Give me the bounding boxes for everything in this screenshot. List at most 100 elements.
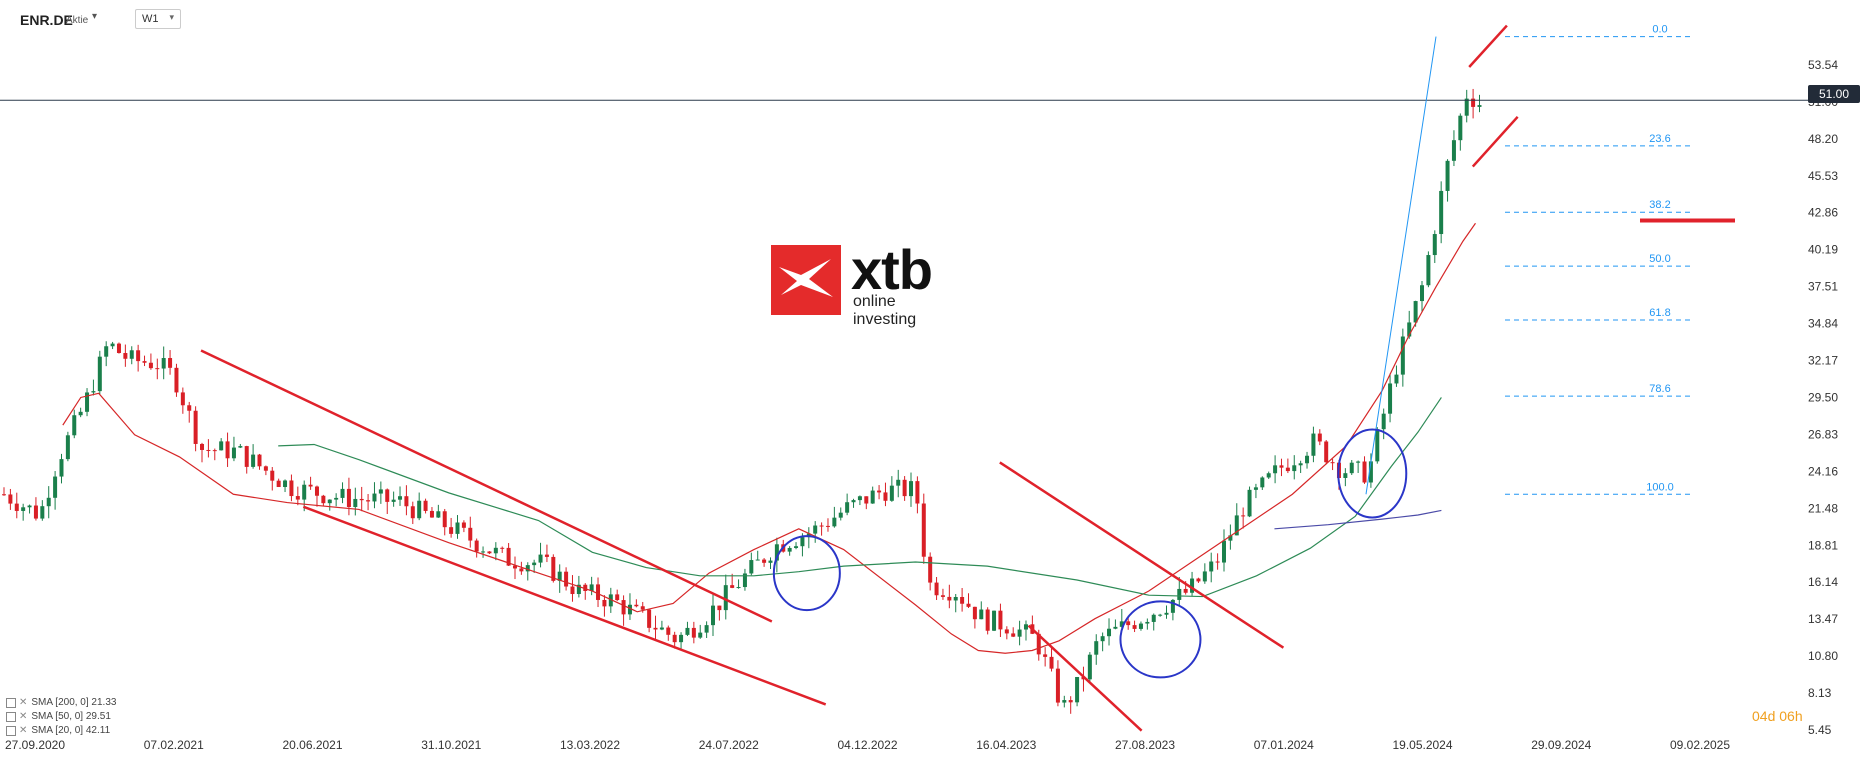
candle-body xyxy=(634,604,639,607)
trend-channel-line xyxy=(1471,115,1519,168)
candle-body xyxy=(825,525,830,527)
candle-body xyxy=(442,511,447,528)
y-tick-label: 42.86 xyxy=(1808,206,1838,220)
candle-body xyxy=(1451,140,1456,161)
chart-toolbar: ENR.DE Aktie ▾ W1 ▾ xyxy=(0,0,400,36)
candle-body xyxy=(1407,322,1412,337)
candle-body xyxy=(1113,626,1118,629)
y-tick-label: 34.84 xyxy=(1808,317,1838,331)
candle-body xyxy=(231,447,236,459)
y-tick-label: 32.17 xyxy=(1808,354,1838,368)
candle-body xyxy=(314,486,319,496)
candle-body xyxy=(813,525,818,534)
candle-body xyxy=(736,587,741,589)
candle-body xyxy=(193,410,198,444)
candle-body xyxy=(1004,629,1009,634)
candle-body xyxy=(404,496,409,507)
candle-body xyxy=(1388,383,1393,414)
candle-body xyxy=(110,343,115,347)
x-tick-label: 13.03.2022 xyxy=(560,738,620,752)
candle-body xyxy=(896,479,901,486)
candle-body xyxy=(33,505,38,519)
candle-body xyxy=(998,610,1003,630)
symbol-name[interactable]: ENR.DE xyxy=(20,12,73,28)
candle-body xyxy=(647,609,652,628)
candle-body xyxy=(1445,160,1450,191)
candle-body xyxy=(366,500,371,502)
candle-body xyxy=(1292,465,1297,472)
xtb-logo: xtb online investing xyxy=(771,238,961,328)
fib-level-label: 50.0 xyxy=(1649,253,1670,265)
candle-body xyxy=(608,594,613,607)
candle-body xyxy=(487,551,492,554)
legend-row-sma200[interactable]: ✕ SMA [200, 0] 21.33 xyxy=(6,696,116,710)
candle-body xyxy=(1471,98,1476,107)
candle-body xyxy=(877,490,882,493)
candle-body xyxy=(730,585,735,588)
candle-body xyxy=(40,506,45,519)
candle-body xyxy=(1011,633,1016,637)
close-icon[interactable]: ✕ xyxy=(19,725,28,736)
candle-body xyxy=(1228,535,1233,541)
candle-body xyxy=(723,585,728,611)
candle-body xyxy=(1126,621,1131,626)
y-tick-label: 16.14 xyxy=(1808,575,1838,589)
candle-body xyxy=(1036,633,1041,655)
candle-body xyxy=(500,547,505,549)
x-tick-label: 04.12.2022 xyxy=(837,738,897,752)
candle-body xyxy=(902,479,907,497)
chevron-down-icon[interactable]: ▾ xyxy=(92,11,98,22)
candle-body xyxy=(583,584,588,592)
logo-tagline: online investing xyxy=(853,293,917,328)
close-icon[interactable]: ✕ xyxy=(19,711,28,722)
fib-level-label: 78.6 xyxy=(1649,383,1670,395)
legend-label: SMA [20, 0] 42.11 xyxy=(31,725,111,736)
candle-body xyxy=(921,503,926,557)
candle-body xyxy=(410,506,415,519)
indicator-icon xyxy=(6,712,16,722)
candle-body xyxy=(640,606,645,610)
fib-level-label: 0.0 xyxy=(1652,24,1667,36)
candle-body xyxy=(180,392,185,406)
candle-body xyxy=(627,604,632,615)
candle-body xyxy=(749,560,754,574)
candle-body xyxy=(972,606,977,620)
interval-select[interactable]: W1 ▾ xyxy=(135,9,181,29)
candle-body xyxy=(845,502,850,513)
x-tick-label: 31.10.2021 xyxy=(421,738,481,752)
close-icon[interactable]: ✕ xyxy=(19,697,28,708)
candle-body xyxy=(398,496,403,500)
x-tick-label: 09.02.2025 xyxy=(1670,738,1730,752)
candle-body xyxy=(564,571,569,587)
candle-body xyxy=(1158,614,1163,616)
legend-row-sma50[interactable]: ✕ SMA [50, 0] 29.51 xyxy=(6,710,116,724)
candle-body xyxy=(251,454,256,467)
candle-body xyxy=(1196,578,1201,582)
axis-layer: 53.5451.0048.2045.5342.8640.1937.5134.84… xyxy=(5,58,1838,752)
candle-body xyxy=(65,435,70,460)
candle-body xyxy=(909,481,914,497)
candle-body xyxy=(1170,599,1175,613)
candle-body xyxy=(653,627,658,630)
y-tick-label: 53.54 xyxy=(1808,58,1838,72)
candle-body xyxy=(155,368,160,370)
candle-body xyxy=(832,517,837,527)
candle-body xyxy=(123,353,128,359)
trend-channel-line xyxy=(200,349,773,623)
indicator-icon xyxy=(6,726,16,736)
candle-body xyxy=(979,609,984,620)
candle-body xyxy=(1420,285,1425,302)
candle-body xyxy=(940,595,945,597)
candle-body xyxy=(1305,455,1310,464)
candle-body xyxy=(257,454,262,467)
candle-body xyxy=(672,634,677,643)
candle-body xyxy=(27,505,32,508)
candle-body xyxy=(1362,461,1367,483)
candle-body xyxy=(1343,473,1348,478)
candle-body xyxy=(263,466,268,471)
last-price-tag: 51.00 xyxy=(1808,85,1860,103)
candle-body xyxy=(1023,624,1028,630)
candle-body xyxy=(429,510,434,518)
legend-row-sma20[interactable]: ✕ SMA [20, 0] 42.11 xyxy=(6,724,116,738)
